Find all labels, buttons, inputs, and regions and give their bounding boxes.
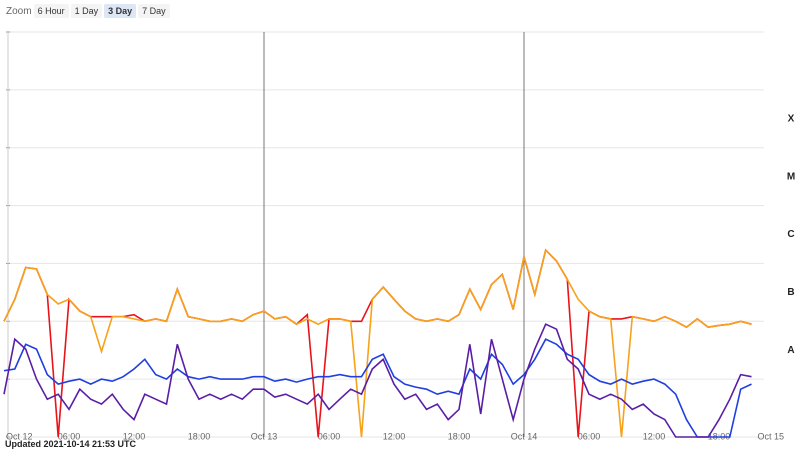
x-tick-label: 06:00 [318,431,341,441]
x-tick-label: 12:00 [643,431,666,441]
x-tick-label: 18:00 [188,431,211,441]
x-tick-label: Oct 12 [6,431,33,441]
series-line [3,323,752,438]
zoom-label: Zoom [6,5,32,17]
class-label: C [787,229,794,240]
updated-note: Updated 2021-10-14 21:53 UTC [5,439,137,449]
x-tick-label: 12:00 [123,431,146,441]
x-tick-label: 06:00 [578,431,601,441]
class-label: M [787,171,795,182]
x-tick-label: 12:00 [383,431,406,441]
x-tick-label: Oct 13 [251,431,278,441]
class-label: X [788,113,795,124]
zoom-button[interactable]: 1 Day [70,4,103,18]
zoom-button[interactable]: 7 Day [138,4,170,18]
zoom-button[interactable]: 3 Day [104,4,137,18]
x-tick-label: Oct 15 [757,431,784,441]
series-line [3,248,752,438]
series-line [3,248,752,438]
class-label: A [787,345,794,356]
x-tick-label: 18:00 [448,431,471,441]
x-tick-label: 06:00 [58,431,81,441]
x-tick-label: Oct 14 [511,431,538,441]
zoom-button[interactable]: 6 Hour [33,4,69,18]
class-label: B [787,287,794,298]
series-line [3,338,752,438]
zoom-bar: Zoom 6 Hour 1 Day 3 Day 7 Day [6,4,170,18]
